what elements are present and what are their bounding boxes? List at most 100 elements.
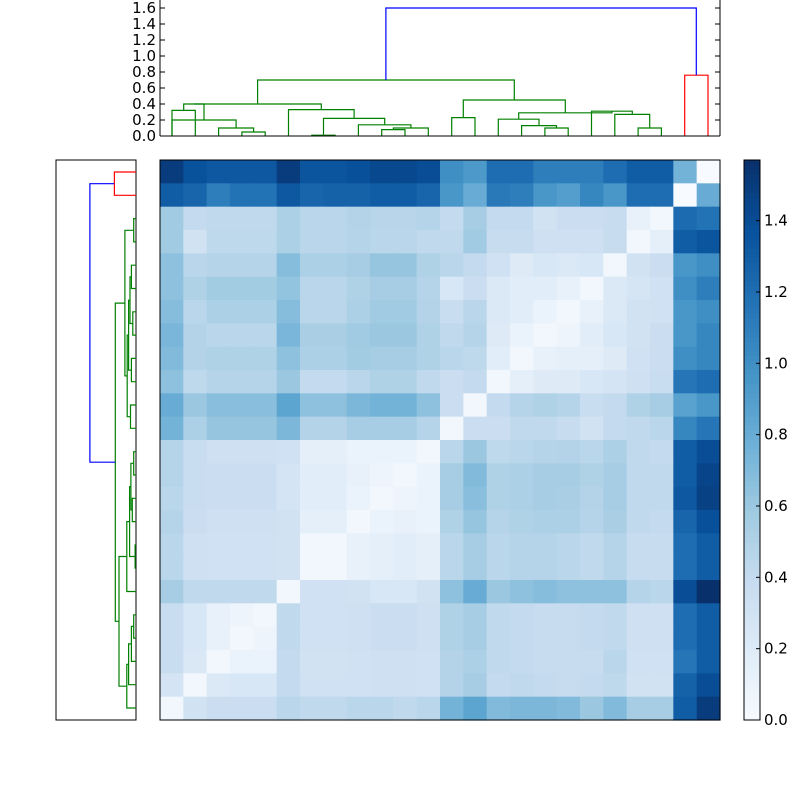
heatmap-cell	[276, 393, 301, 418]
heatmap-cell	[463, 603, 488, 628]
heatmap-cell	[463, 253, 488, 278]
heatmap-cell	[696, 440, 721, 464]
heatmap-cell	[603, 510, 628, 534]
heatmap-cell	[533, 346, 558, 371]
dendrogram-link	[637, 127, 662, 136]
heatmap-cell	[370, 370, 394, 394]
heatmap-cell	[160, 393, 184, 418]
heatmap-cell	[323, 603, 348, 628]
heatmap-cell	[486, 486, 511, 511]
heatmap-cell	[696, 370, 721, 394]
heatmap-cell	[183, 416, 208, 441]
ytick-label: 0.0	[132, 127, 156, 145]
heatmap-cell	[580, 486, 604, 511]
heatmap-cell	[253, 486, 278, 511]
heatmap-cell	[580, 696, 604, 721]
dendrogram-link	[183, 103, 205, 120]
heatmap-cell	[416, 300, 441, 324]
heatmap-cell	[510, 463, 534, 488]
heatmap-cell	[370, 463, 394, 488]
heatmap-cell	[463, 440, 488, 464]
colorbar-step	[744, 374, 760, 380]
heatmap-cell	[230, 580, 254, 604]
heatmap-cell	[510, 650, 534, 674]
heatmap-cell	[300, 626, 324, 651]
heatmap-cell	[230, 486, 254, 511]
heatmap-cell	[323, 300, 348, 324]
heatmap-cell	[346, 650, 371, 674]
heatmap-cell	[416, 486, 441, 511]
heatmap-cell	[580, 673, 604, 698]
heatmap-cell	[603, 463, 628, 488]
heatmap-cell	[626, 533, 651, 558]
heatmap-cell	[463, 230, 488, 254]
heatmap-cell	[206, 650, 231, 674]
heatmap-cell	[463, 696, 488, 721]
heatmap-cell	[230, 370, 254, 394]
heatmap-cell	[160, 370, 184, 394]
heatmap-cell	[160, 626, 184, 651]
colorbar-step	[744, 239, 760, 245]
heatmap-cell	[603, 580, 628, 604]
heatmap-cell	[253, 370, 278, 394]
colorbar-step	[744, 692, 760, 698]
heatmap-cell	[230, 253, 254, 278]
heatmap-cell	[580, 463, 604, 488]
heatmap-cell	[206, 300, 231, 324]
heatmap-cell	[463, 300, 488, 324]
heatmap-cell	[160, 323, 184, 348]
heatmap-cell	[370, 230, 394, 254]
dendrogram-link	[114, 302, 125, 622]
heatmap-cell	[346, 183, 371, 208]
heatmap-cell	[276, 300, 301, 324]
heatmap-cell	[323, 346, 348, 371]
dendrogram-link	[193, 103, 322, 110]
heatmap-cell	[673, 183, 698, 208]
colorbar-step	[744, 169, 760, 175]
heatmap-cell	[276, 206, 301, 231]
colorbar-step	[744, 262, 760, 268]
colorbar-step	[744, 248, 760, 254]
colorbar-step	[744, 650, 760, 656]
heatmap-cell	[580, 510, 604, 534]
colorbar-step	[744, 206, 760, 212]
heatmap-cell	[696, 463, 721, 488]
heatmap-cell	[206, 463, 231, 488]
heatmap-cell	[276, 580, 301, 604]
heatmap-cell	[230, 393, 254, 418]
heatmap-cell	[673, 160, 698, 184]
colorbar-step	[744, 253, 760, 259]
heatmap-cell	[160, 346, 184, 371]
heatmap-cell	[603, 393, 628, 418]
colorbar-step	[744, 183, 760, 189]
heatmap-cell	[346, 206, 371, 231]
dendrogram-link	[118, 555, 127, 687]
heatmap-cell	[603, 183, 628, 208]
dendrogram-link	[129, 404, 136, 429]
heatmap-cell	[580, 533, 604, 558]
heatmap-cell	[416, 580, 441, 604]
heatmap-cell	[463, 346, 488, 371]
colorbar-step	[744, 673, 760, 679]
heatmap-cell	[650, 556, 674, 581]
heatmap-cell	[393, 230, 418, 254]
heatmap-cell	[393, 370, 418, 394]
heatmap-cell	[323, 673, 348, 698]
colorbar-step	[744, 272, 760, 278]
heatmap-cell	[673, 463, 698, 488]
heatmap-cell	[510, 206, 534, 231]
heatmap-cell	[440, 183, 464, 208]
colorbar-step	[744, 524, 760, 530]
heatmap-cell	[300, 183, 324, 208]
heatmap-cell	[696, 346, 721, 371]
colorbar-step	[744, 594, 760, 600]
heatmap-cell	[603, 626, 628, 651]
colorbar-step	[744, 496, 760, 502]
heatmap-cell	[393, 673, 418, 698]
heatmap-cell	[160, 603, 184, 628]
heatmap-cell	[370, 673, 394, 698]
heatmap-cell	[556, 206, 581, 231]
heatmap-cell	[440, 160, 464, 184]
heatmap-cell	[673, 370, 698, 394]
heatmap-cell	[626, 440, 651, 464]
